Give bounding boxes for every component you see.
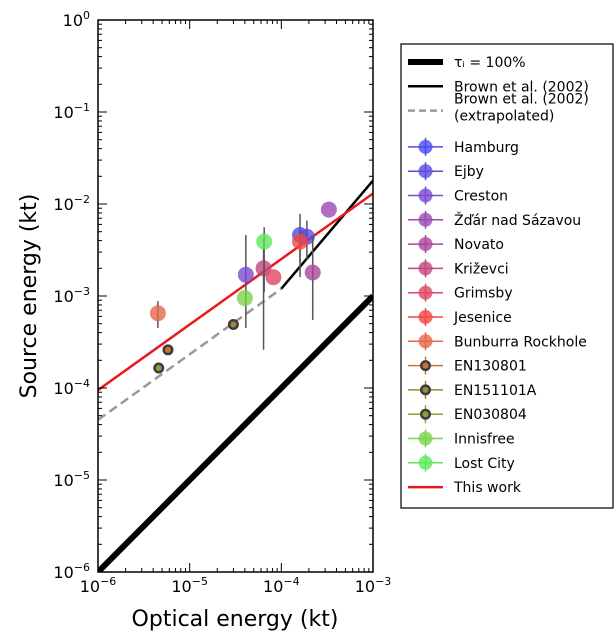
legend-swatch-marker	[418, 237, 433, 252]
legend-label: Hamburg	[454, 140, 519, 156]
y-tick-label: 100	[63, 9, 90, 30]
legend-label: τᵢ = 100%	[454, 55, 526, 71]
legend-swatch-marker	[418, 285, 433, 300]
x-tick-label: 10−3	[355, 575, 392, 596]
point-marker	[237, 266, 254, 283]
legend-label: Jesenice	[453, 310, 512, 326]
legend-label: Creston	[454, 189, 508, 205]
point-jesenice	[292, 230, 309, 263]
legend-swatch-marker	[418, 212, 433, 227]
legend-label: This work	[453, 480, 522, 496]
legend: τᵢ = 100% Brown et al. (2002)Brown et al.…	[400, 43, 614, 509]
y-axis-title: Source energy (kt)	[17, 194, 42, 399]
point-marker	[265, 269, 282, 286]
legend-item-en030804: EN030804	[408, 405, 527, 424]
line-100	[98, 293, 373, 572]
legend-swatch-marker-inner	[422, 411, 429, 418]
y-tick-label: 10−6	[53, 561, 90, 582]
meteor-points	[149, 201, 337, 374]
legend-item-lost-city: Lost City	[408, 453, 515, 472]
legend-label: Ejby	[454, 164, 484, 180]
legend-label: Grimsby	[454, 286, 513, 302]
y-tick-label: 10−1	[53, 101, 90, 122]
legend-item-brown-et-al-2002: Brown et al. (2002)	[408, 79, 589, 95]
legend-frame	[400, 43, 614, 509]
x-tick-label: 10−4	[263, 575, 300, 596]
point-marker	[149, 305, 166, 322]
legend-item-innisfree: Innisfree	[408, 429, 515, 448]
legend-swatch-marker	[418, 334, 433, 349]
point-zdar-nad-sazavou	[320, 201, 337, 218]
point-marker	[292, 233, 309, 250]
legend-swatch-marker-inner	[422, 386, 429, 393]
legend-label: Križevci	[454, 261, 509, 277]
point-marker-inner	[164, 346, 171, 353]
legend-item-bunburra-rockhole: Bunburra Rockhole	[408, 332, 587, 351]
legend-label: Brown et al. (2002)	[454, 92, 589, 108]
legend-label: Brown et al. (2002)	[454, 79, 589, 95]
y-tick-label: 10−4	[53, 377, 90, 398]
legend-label: Bunburra Rockhole	[454, 334, 587, 350]
legend-item-hamburg: Hamburg	[408, 137, 519, 156]
y-tick-label: 10−3	[53, 285, 90, 306]
point-en030804	[153, 362, 165, 374]
point-marker	[320, 201, 337, 218]
legend-item-en130801: EN130801	[408, 356, 527, 375]
legend-swatch-marker	[418, 139, 433, 154]
x-tick-label: 10−5	[171, 575, 208, 596]
legend-label: Žďár nad Sázavou	[454, 211, 581, 229]
legend-item-ejby: Ejby	[408, 162, 484, 181]
legend-label: EN030804	[454, 407, 527, 423]
point-lost-city	[256, 227, 273, 293]
point-marker-inner	[230, 321, 237, 328]
point-innisfree	[236, 290, 253, 307]
x-axis-ticks: 10−6 10−5 10−4 10−3	[80, 20, 392, 596]
legend-item-krizevci: Križevci	[408, 259, 509, 278]
legend-label: Lost City	[454, 456, 515, 472]
point-creston	[237, 235, 254, 328]
y-tick-label: 10−5	[53, 469, 90, 490]
legend-swatch-marker	[418, 261, 433, 276]
legend-swatch-marker	[418, 188, 433, 203]
point-novato	[304, 236, 321, 320]
x-axis-title: Optical energy (kt)	[132, 607, 339, 632]
legend-item-novato: Novato	[408, 235, 504, 254]
point-marker	[236, 290, 253, 307]
line-this-work	[98, 192, 373, 392]
legend-item-brown-et-al-2002-extrapolated: Brown et al. (2002) (extrapolated)	[408, 92, 589, 125]
point-en130801	[162, 344, 174, 356]
legend-item-jesenice: Jesenice	[408, 308, 512, 326]
legend-swatch-marker	[418, 455, 433, 470]
y-axis-ticks: 10−6 10−5 10−4 10−3 10−2 10−1 100	[53, 9, 373, 582]
legend-item-zdar-nad-sazavou: Žďár nad Sázavou	[408, 210, 581, 229]
legend-item-this-work: This work	[408, 480, 522, 496]
legend-label: Innisfree	[454, 432, 515, 448]
y-tick-label: 10−2	[53, 193, 90, 214]
legend-item-en151101a: EN151101A	[408, 380, 537, 399]
point-marker	[304, 264, 321, 281]
legend-swatch-marker	[418, 310, 433, 324]
line-brown-et-al-2002-extrapolated	[98, 287, 283, 421]
line-brown-et-al-2002	[280, 179, 373, 290]
legend-label-line2: (extrapolated)	[454, 109, 554, 125]
point-marker	[256, 233, 273, 250]
legend-item-creston: Creston	[408, 186, 508, 205]
point-bunburra-rockhole	[149, 301, 166, 328]
legend-swatch-marker	[418, 164, 433, 179]
point-grimsby	[265, 269, 282, 286]
x-tick-label: 10−6	[80, 575, 117, 596]
legend-swatch-marker-inner	[422, 362, 429, 369]
model-lines	[98, 179, 373, 572]
legend-item-grimsby: Grimsby	[408, 283, 513, 302]
legend-label: Novato	[454, 237, 504, 253]
point-marker-inner	[155, 364, 162, 371]
legend-swatch-marker	[418, 431, 433, 446]
legend-label: EN130801	[454, 359, 527, 375]
legend-label: EN151101A	[454, 383, 537, 399]
point-en151101a	[227, 319, 239, 331]
legend-item-100: τᵢ = 100%	[408, 55, 526, 71]
plot-frame	[97, 19, 374, 573]
